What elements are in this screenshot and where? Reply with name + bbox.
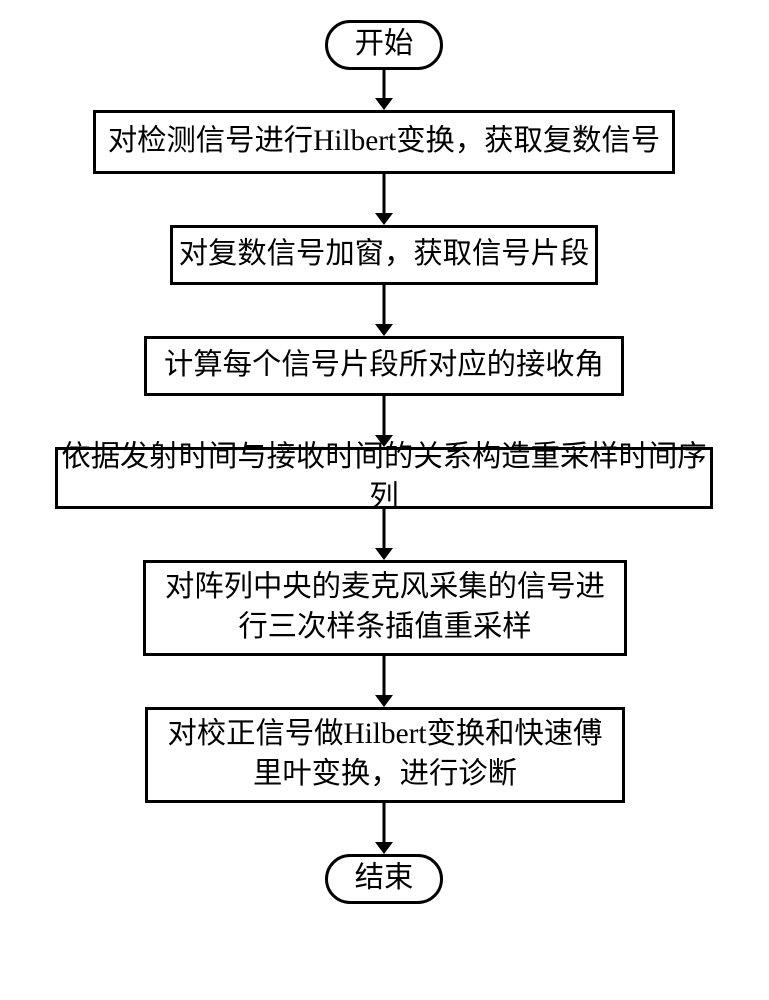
- flowchart-canvas: 开始对检测信号进行Hilbert变换，获取复数信号对复数信号加窗，获取信号片段计…: [0, 0, 769, 1000]
- flow-node-n3: 计算每个信号片段所对应的接收角: [144, 336, 624, 396]
- flow-arrow-0: [375, 70, 393, 110]
- flow-arrow-6: [375, 803, 393, 854]
- flow-node-n7: 结束: [325, 854, 443, 904]
- flow-node-label: 计算每个信号片段所对应的接收角: [164, 346, 604, 386]
- flow-node-label: 对阵列中央的麦克风采集的信号进 行三次样条插值重采样: [165, 568, 605, 647]
- flow-node-n6: 对校正信号做Hilbert变换和快速傅 里叶变换，进行诊断: [145, 707, 625, 803]
- flow-node-n0: 开始: [325, 20, 443, 70]
- flow-arrow-1: [375, 174, 393, 225]
- flow-node-n4: 依据发射时间与接收时间的关系构造重采样时间序列: [55, 447, 713, 509]
- flow-node-n2: 对复数信号加窗，获取信号片段: [170, 225, 598, 285]
- flow-node-label: 对检测信号进行Hilbert变换，获取复数信号: [108, 122, 660, 162]
- flow-arrow-2: [375, 285, 393, 336]
- flow-node-label: 对校正信号做Hilbert变换和快速傅 里叶变换，进行诊断: [167, 715, 602, 794]
- flow-node-label: 开始: [355, 25, 414, 65]
- flow-node-n1: 对检测信号进行Hilbert变换，获取复数信号: [93, 110, 675, 174]
- flow-node-n5: 对阵列中央的麦克风采集的信号进 行三次样条插值重采样: [143, 560, 627, 656]
- flow-node-label: 对复数信号加窗，获取信号片段: [179, 235, 590, 275]
- flow-node-label: 结束: [355, 859, 414, 899]
- flow-node-label: 依据发射时间与接收时间的关系构造重采样时间序列: [58, 438, 710, 517]
- flow-arrow-5: [375, 656, 393, 707]
